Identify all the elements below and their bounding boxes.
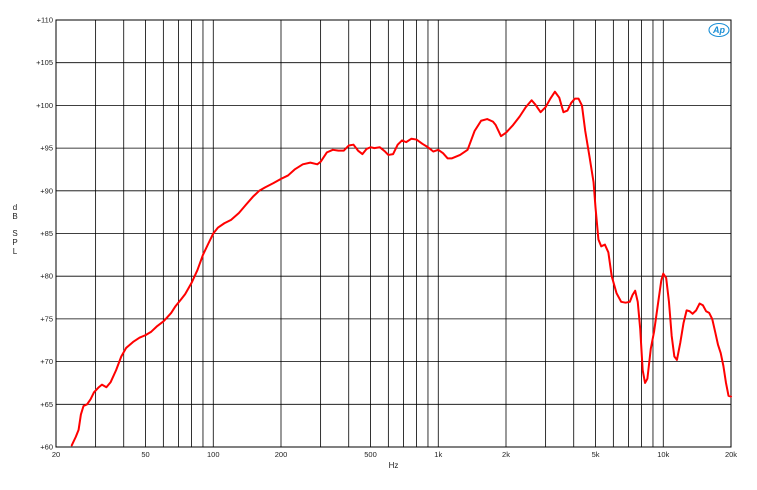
x-tick-label: 500 bbox=[364, 450, 377, 459]
x-tick-label: 1k bbox=[434, 450, 442, 459]
y-tick-label: +95 bbox=[40, 144, 53, 153]
y-tick-label: +75 bbox=[40, 314, 53, 323]
x-tick-label: 5k bbox=[592, 450, 600, 459]
y-tick-label: +100 bbox=[36, 101, 53, 110]
x-tick-labels: 20 50 100 200 500 1k 2k 5k 10k 20k bbox=[52, 450, 737, 459]
y-axis-title-char: S bbox=[12, 229, 17, 238]
y-tick-label: +60 bbox=[40, 443, 53, 452]
y-tick-label: +65 bbox=[40, 400, 53, 409]
y-axis-title-char: d bbox=[13, 203, 17, 212]
y-tick-label: +90 bbox=[40, 186, 53, 195]
y-axis-title-char: P bbox=[12, 238, 17, 247]
x-tick-label: 20 bbox=[52, 450, 60, 459]
grid-lines bbox=[55, 19, 732, 448]
ap-logo-icon: Ap bbox=[708, 22, 730, 38]
y-tick-label: +110 bbox=[37, 16, 53, 25]
x-axis-title: Hz bbox=[389, 461, 399, 470]
y-tick-label: +105 bbox=[36, 58, 53, 67]
x-tick-label: 10k bbox=[657, 450, 669, 459]
y-tick-labels: +110 +105 +100 +95 +90 +85 +80 +75 +70 +65 +60 bbox=[36, 16, 53, 452]
y-axis-title-char: B bbox=[12, 212, 17, 221]
x-tick-label: 20k bbox=[725, 450, 737, 459]
x-tick-label: 200 bbox=[275, 450, 288, 459]
x-tick-label: 2k bbox=[502, 450, 510, 459]
plot-frame bbox=[55, 19, 732, 448]
series-line bbox=[70, 90, 732, 447]
x-tick-label: 50 bbox=[141, 450, 149, 459]
y-tick-label: +80 bbox=[40, 272, 53, 281]
y-tick-label: +85 bbox=[40, 229, 53, 238]
y-tick-label: +70 bbox=[40, 357, 53, 366]
x-tick-label: 100 bbox=[207, 450, 220, 459]
logo-text: Ap bbox=[712, 25, 725, 35]
y-axis-title-char: L bbox=[13, 247, 18, 256]
